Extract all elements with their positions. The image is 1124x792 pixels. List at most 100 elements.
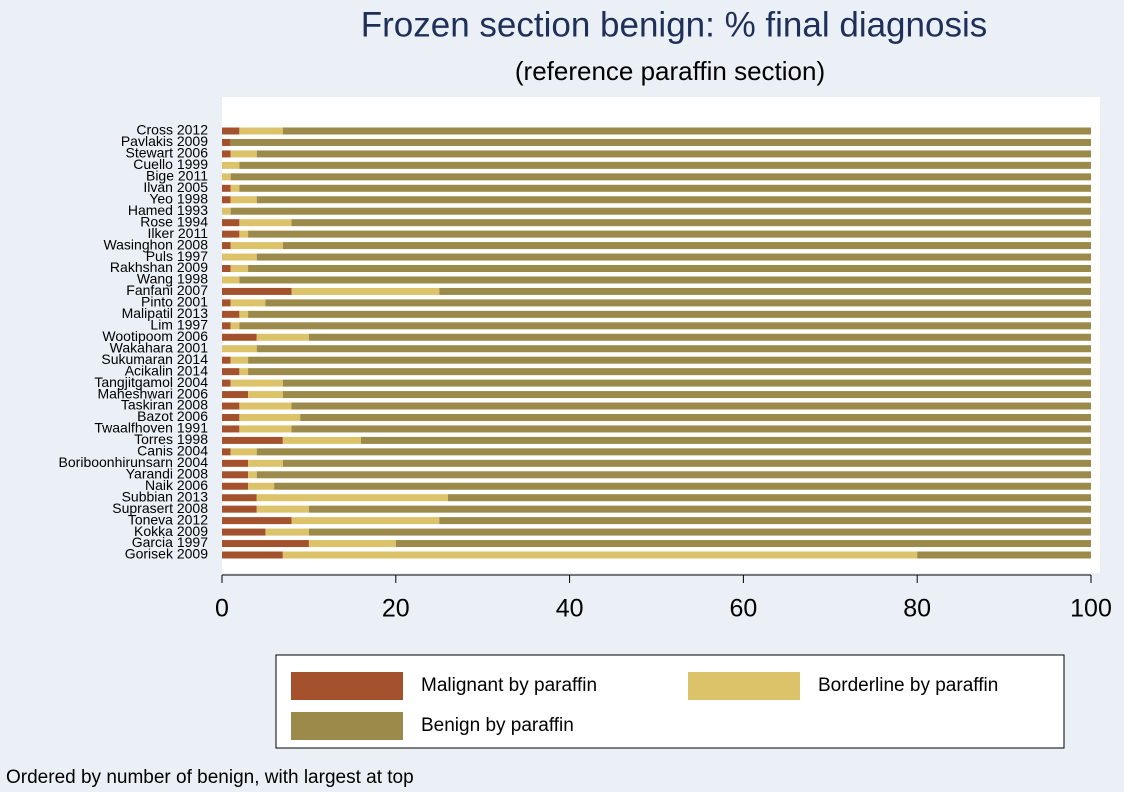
chart-subtitle: (reference paraffin section) — [515, 56, 825, 86]
bar-segment — [239, 368, 249, 376]
y-tick-label: Fanfani 2007 — [126, 282, 208, 298]
y-tick-label: Ilker 2011 — [148, 225, 209, 241]
bar-segment — [282, 242, 1092, 250]
bar-segment — [239, 322, 1091, 330]
bar-segment — [308, 333, 1091, 341]
bar-segment — [230, 184, 240, 192]
bar-segment — [439, 517, 1091, 525]
bar-segment — [256, 253, 1091, 261]
bar-segment — [222, 150, 231, 158]
bar-segment — [248, 310, 1091, 318]
y-tick-label: Wakahara 2001 — [110, 339, 209, 355]
bar-segment — [222, 138, 231, 146]
bar-segment — [256, 345, 1091, 353]
y-tick-label: Puls 1997 — [146, 248, 208, 264]
bar-segment — [291, 517, 440, 525]
bar-segment — [239, 184, 1091, 192]
bar-segment — [239, 276, 1091, 284]
bar-segment — [239, 161, 1091, 169]
legend — [275, 654, 1065, 749]
bar-segment — [248, 265, 1091, 273]
bar-segment — [230, 242, 283, 250]
y-tick-label: Cross 2012 — [136, 122, 208, 138]
y-tick-label: Bazot 2006 — [137, 408, 208, 424]
y-tick-label: Stewart 2006 — [126, 145, 209, 161]
y-tick-label: Wootipoom 2006 — [102, 328, 208, 344]
bar-segment — [230, 150, 257, 158]
x-tick-label: 100 — [1070, 595, 1112, 623]
bar-segment — [222, 436, 283, 444]
legend-swatch — [291, 712, 403, 740]
bar-segment — [230, 173, 1091, 181]
bar-segment — [248, 459, 283, 467]
note: Ordered by number of benign, with larges… — [6, 767, 414, 788]
bar-segment — [222, 356, 231, 364]
y-tick-label: Cuello 1999 — [133, 156, 208, 172]
y-tick-label: Toneva 2012 — [128, 511, 208, 527]
bar-segment — [248, 368, 1091, 376]
bar-segment — [222, 448, 231, 456]
bar-segment — [300, 413, 1092, 421]
y-tick-label: Wasinghon 2008 — [103, 236, 208, 252]
y-tick-label: Rakhshan 2009 — [110, 259, 208, 275]
bar-segment — [256, 150, 1091, 158]
bar-segment — [222, 379, 231, 387]
y-tick-label: Canis 2004 — [137, 443, 208, 459]
legend-swatch — [291, 672, 403, 700]
bar-segment — [248, 230, 1091, 238]
bar-segment — [222, 345, 257, 353]
bar-segment — [395, 540, 1091, 548]
legend-label: Benign by paraffin — [421, 715, 574, 736]
bar-segment — [265, 299, 1091, 307]
y-tick-label: Malipatil 2013 — [122, 305, 209, 321]
bar-segment — [282, 551, 918, 559]
bar-segment — [222, 494, 257, 502]
x-tick-label: 20 — [382, 595, 410, 623]
legend-label: Borderline by paraffin — [818, 675, 998, 696]
bar-segment — [222, 540, 309, 548]
chart-title: Frozen section benign: % final diagnosis — [361, 5, 987, 44]
y-tick-label: Gorisek 2009 — [125, 546, 208, 562]
bar-segment — [917, 551, 1091, 559]
bar-segment — [248, 482, 275, 490]
bar-segment — [239, 127, 283, 135]
bar-segment — [291, 219, 1091, 227]
y-tick-label: Boriboonhirunsarn 2004 — [59, 454, 209, 470]
bar-segment — [239, 425, 292, 433]
bar-segment — [222, 161, 240, 169]
y-tick-label: Kokka 2009 — [134, 523, 208, 539]
bar-segment — [222, 333, 257, 341]
bar-segment — [282, 391, 1092, 399]
bar-segment — [230, 299, 266, 307]
y-tick-label: Naik 2006 — [145, 477, 208, 493]
y-tick-label: Yeo 1998 — [149, 190, 208, 206]
bar-segment — [222, 322, 231, 330]
bar-segment — [230, 138, 1091, 146]
bar-segment — [265, 528, 309, 536]
y-tick-label: Garcia 1997 — [132, 534, 208, 550]
y-tick-label: Pinto 2001 — [141, 294, 208, 310]
y-tick-label: Suprasert 2008 — [112, 500, 208, 516]
y-tick-label: Bige 2011 — [146, 168, 208, 184]
x-tick-label: 0 — [215, 595, 229, 623]
bar-segment — [222, 368, 240, 376]
bar-segment — [222, 299, 231, 307]
bar-segment — [222, 184, 231, 192]
bar-segment — [222, 551, 283, 559]
bar-segment — [282, 379, 1092, 387]
x-tick-label: 40 — [556, 595, 584, 623]
bar-segment — [230, 448, 257, 456]
bar-segment — [222, 391, 249, 399]
bar-segment — [256, 333, 309, 341]
bar-segment — [248, 391, 283, 399]
bar-segment — [230, 207, 1091, 215]
bar-segment — [230, 322, 240, 330]
y-tick-label: Rose 1994 — [140, 213, 208, 229]
bar-segment — [291, 425, 1091, 433]
bar-segment — [239, 413, 301, 421]
y-tick-label: Tangjitgamol 2004 — [94, 374, 208, 390]
y-tick-label: Taskiran 2008 — [121, 397, 208, 413]
bar-segment — [439, 287, 1091, 295]
bar-segment — [222, 505, 257, 513]
